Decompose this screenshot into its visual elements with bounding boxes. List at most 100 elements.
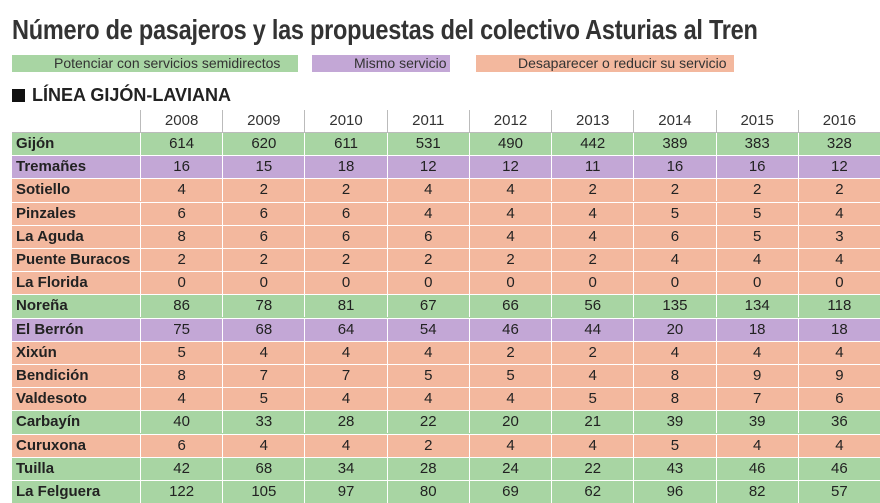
cell-value: 40: [140, 411, 222, 434]
cell-value: 4: [551, 365, 633, 387]
cell-value: 4: [468, 225, 551, 248]
cell-value: 4: [715, 434, 798, 457]
cell-value: 4: [140, 179, 222, 202]
cell-value: 4: [386, 388, 469, 411]
table-row: [12, 179, 880, 202]
cell-value: 6: [386, 225, 469, 248]
cell-value: 2: [140, 249, 222, 271]
cell-value: 6: [304, 202, 386, 225]
table-row: [12, 133, 880, 156]
table-row: [12, 318, 880, 341]
row-label: La Florida: [16, 274, 88, 292]
cell-value: 24: [468, 457, 551, 480]
cell-value: 0: [222, 272, 304, 295]
cell-value: 3: [797, 225, 880, 248]
legend-label: Desaparecer o reducir su servicio: [518, 55, 727, 71]
cell-value: 9: [797, 365, 880, 387]
cell-value: 67: [386, 295, 469, 318]
cell-value: 4: [386, 179, 469, 202]
row-label: Sotiello: [16, 181, 71, 199]
cell-value: 46: [797, 457, 880, 480]
cell-value: 5: [633, 202, 715, 225]
table-row: [12, 434, 880, 457]
cell-value: 490: [468, 133, 551, 155]
legend-swatch: [12, 55, 298, 72]
cell-value: 4: [633, 249, 715, 271]
row-label: Pinzales: [16, 204, 77, 222]
cell-value: 69: [468, 481, 551, 503]
cell-value: 2: [551, 341, 633, 364]
cell-value: 20: [633, 318, 715, 341]
legend-label: Potenciar con servicios semidirectos: [54, 55, 281, 71]
cell-value: 6: [140, 202, 222, 225]
cell-value: 96: [633, 481, 715, 503]
cell-value: 62: [551, 481, 633, 503]
cell-value: 4: [468, 179, 551, 202]
cell-value: 2: [304, 179, 386, 202]
cell-value: 389: [633, 133, 715, 155]
cell-value: 4: [551, 202, 633, 225]
cell-value: 4: [797, 249, 880, 271]
cell-value: 43: [633, 457, 715, 480]
cell-value: 11: [551, 156, 633, 179]
cell-value: 7: [304, 365, 386, 387]
column-header: 2008: [140, 110, 222, 132]
row-label: Tremañes: [16, 158, 87, 176]
cell-value: 5: [633, 434, 715, 457]
row-label: Bendición: [16, 367, 89, 384]
cell-value: 2: [304, 249, 386, 271]
table-row: [12, 457, 880, 480]
cell-value: 4: [468, 434, 551, 457]
cell-value: 57: [797, 481, 880, 503]
table-row: [12, 156, 880, 179]
column-header: 2013: [551, 110, 633, 132]
cell-value: 0: [633, 272, 715, 295]
cell-value: 81: [304, 295, 386, 318]
cell-value: 0: [304, 272, 386, 295]
cell-value: 5: [715, 202, 798, 225]
cell-value: 0: [715, 272, 798, 295]
cell-value: 2: [551, 249, 633, 271]
cell-value: 2: [715, 179, 798, 202]
column-header: 2011: [386, 110, 469, 132]
cell-value: 4: [551, 434, 633, 457]
cell-value: 4: [468, 202, 551, 225]
row-label: Curuxona: [16, 436, 87, 454]
cell-value: 18: [304, 156, 386, 179]
cell-value: 42: [140, 457, 222, 480]
cell-value: 6: [222, 225, 304, 248]
cell-value: 97: [304, 481, 386, 503]
cell-value: 0: [797, 272, 880, 295]
cell-value: 16: [633, 156, 715, 179]
table-row: [12, 225, 880, 248]
cell-value: 54: [386, 318, 469, 341]
cell-value: 5: [551, 388, 633, 411]
cell-value: 6: [633, 225, 715, 248]
row-label: Carbayín: [16, 413, 81, 431]
cell-value: 80: [386, 481, 469, 503]
row-label: La Felguera: [16, 483, 101, 500]
cell-value: 34: [304, 457, 386, 480]
cell-value: 8: [633, 365, 715, 387]
cell-value: 531: [386, 133, 469, 155]
cell-value: 5: [715, 225, 798, 248]
cell-value: 611: [304, 133, 386, 155]
cell-value: 46: [715, 457, 798, 480]
cell-value: 7: [715, 388, 798, 411]
legend-label: Mismo servicio: [354, 55, 447, 71]
cell-value: 4: [797, 341, 880, 364]
section-title: LÍNEA GIJÓN-LAVIANA: [32, 85, 232, 105]
cell-value: 4: [386, 341, 469, 364]
cell-value: 122: [140, 481, 222, 503]
table-row: [12, 249, 880, 272]
row-label: Valdesoto: [16, 390, 87, 408]
table-row: [12, 202, 880, 225]
section-marker: [12, 89, 25, 102]
cell-value: 82: [715, 481, 798, 503]
table-row: [12, 388, 880, 411]
column-header: 2014: [633, 110, 715, 132]
column-header: 2015: [715, 110, 798, 132]
cell-value: 5: [222, 388, 304, 411]
cell-value: 105: [222, 481, 304, 503]
cell-value: 21: [551, 411, 633, 434]
